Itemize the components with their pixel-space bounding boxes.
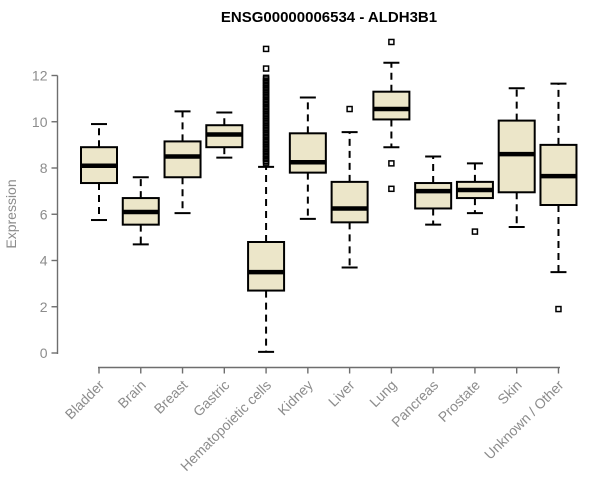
y-tick-label: 10	[32, 114, 48, 130]
boxes-layer	[80, 38, 578, 353]
outlier-point	[388, 38, 395, 46]
outlier-point	[262, 159, 270, 166]
boxplot-hematopoietic-cells	[247, 45, 286, 353]
chart-title: ENSG00000006534 - ALDH3B1	[221, 9, 437, 26]
y-tick-label: 8	[40, 160, 48, 176]
boxplot-brain	[121, 176, 160, 246]
outlier-point	[346, 105, 353, 113]
y-axis: 0 2 4 6 8 10 12	[32, 68, 59, 361]
boxplot-skin	[497, 87, 536, 228]
x-tick-label: Kidney	[274, 377, 316, 419]
iqr-box	[414, 182, 453, 210]
outlier-point	[262, 45, 270, 53]
x-tick-label: Bladder	[62, 377, 108, 423]
outlier-point	[262, 65, 270, 72]
x-tick-label: Brain	[114, 377, 148, 411]
iqr-box	[288, 132, 327, 174]
x-tick-label: Liver	[325, 377, 358, 410]
boxplot-gastric	[205, 111, 244, 159]
y-tick-label: 2	[40, 299, 48, 315]
iqr-box	[330, 180, 369, 224]
boxplot-prostate	[455, 162, 494, 235]
x-tick-label: Lung	[366, 377, 399, 410]
outlier-point	[471, 228, 479, 235]
outlier-point	[388, 160, 395, 167]
outlier-point	[555, 305, 562, 313]
y-tick-label: 6	[40, 206, 48, 222]
y-tick-label: 0	[40, 345, 48, 361]
boxplot-lung	[372, 38, 411, 193]
boxplot-pancreas	[414, 155, 453, 226]
boxplot-unknown-other	[539, 82, 578, 313]
y-tick-label: 4	[40, 253, 48, 269]
x-tick-label: Breast	[151, 377, 191, 417]
iqr-box	[372, 90, 411, 121]
boxplot-bladder	[80, 123, 118, 222]
boxplot-kidney	[288, 96, 327, 220]
x-tick-label: Prostate	[435, 377, 483, 425]
x-tick-label: Skin	[494, 377, 525, 408]
outlier-point	[388, 185, 395, 193]
boxplot-liver	[330, 105, 369, 269]
iqr-box	[163, 140, 202, 179]
iqr-box	[247, 241, 286, 292]
y-axis-label: Expression	[3, 179, 19, 248]
x-tick-label: Unknown / Other	[481, 377, 567, 463]
iqr-box	[497, 119, 536, 194]
boxplot-breast	[163, 110, 202, 215]
y-tick-label: 12	[32, 68, 48, 84]
